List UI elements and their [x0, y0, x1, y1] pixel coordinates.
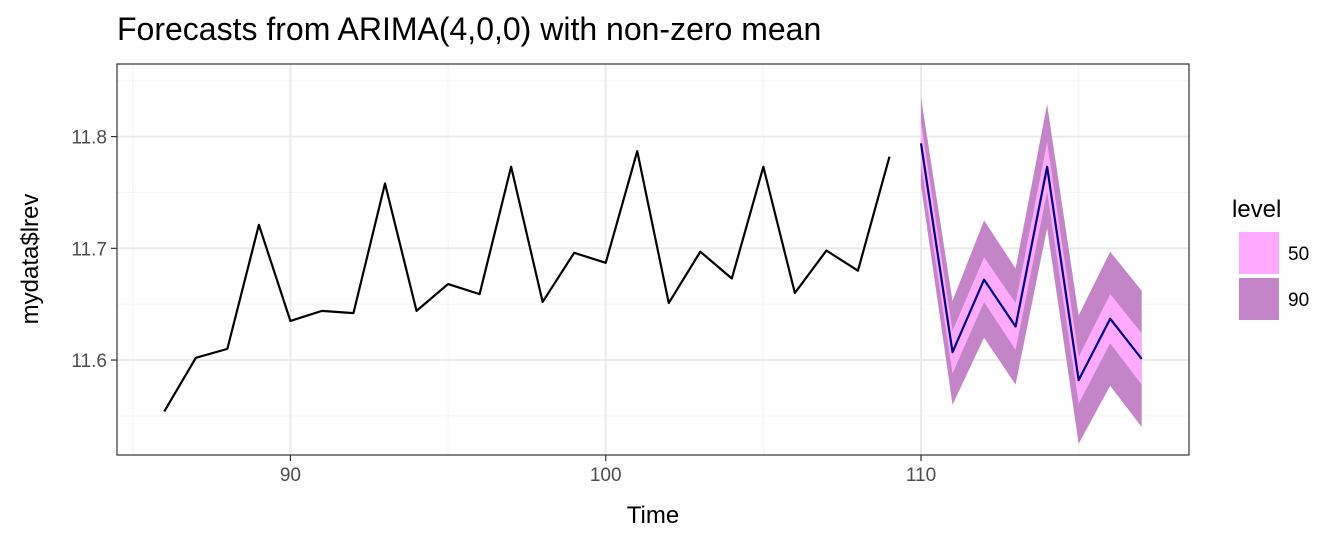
- series-lines: [163, 143, 1143, 412]
- y-axis: 11.6 11.7 11.8: [71, 128, 117, 372]
- interval-band-50: [921, 122, 1142, 404]
- legend-title: level: [1232, 196, 1281, 223]
- y-tick-label: 11.7: [71, 239, 107, 260]
- x-tick-label: 110: [906, 465, 936, 486]
- x-axis: 90 100 110: [280, 455, 936, 486]
- legend-swatch-50: [1237, 230, 1281, 276]
- plot-border: [116, 63, 1190, 456]
- legend-label-90: 90: [1288, 290, 1309, 311]
- legend: level 50 90: [1232, 196, 1309, 322]
- x-axis-title: Time: [627, 502, 679, 529]
- legend-swatch-90: [1237, 276, 1281, 322]
- x-tick-label: 90: [280, 465, 301, 486]
- chart-title: Forecasts from ARIMA(4,0,0) with non-zer…: [117, 11, 821, 47]
- forecast-series-line: [919, 143, 1143, 382]
- plot-panel: [117, 64, 1189, 455]
- y-axis-title: mydata$lrev: [17, 194, 44, 325]
- x-tick-label: 100: [590, 465, 622, 486]
- y-tick-label: 11.6: [71, 351, 107, 372]
- prediction-intervals: [921, 97, 1142, 444]
- y-tick-label: 11.8: [71, 128, 107, 149]
- observed-series-line: [163, 150, 891, 412]
- legend-label-50: 50: [1288, 244, 1309, 265]
- legend-keys: 50 90: [1237, 230, 1309, 322]
